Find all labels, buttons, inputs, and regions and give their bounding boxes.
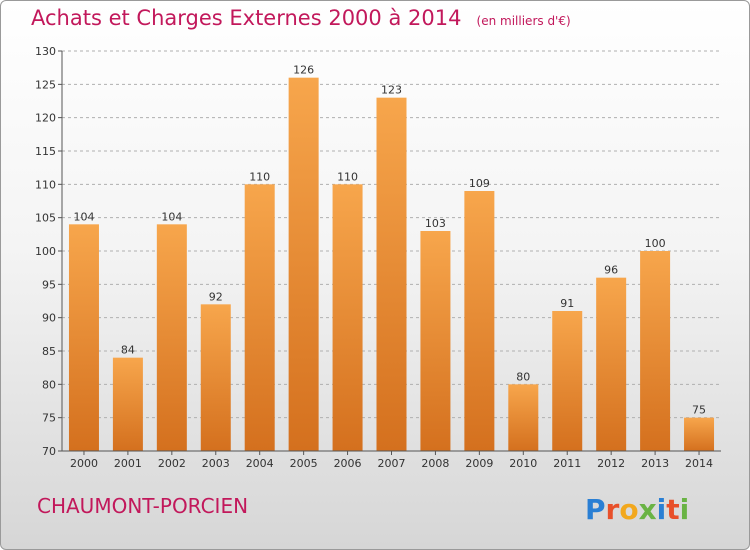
data-label: 123	[381, 84, 402, 97]
data-label: 104	[73, 210, 94, 223]
bar-2002	[156, 224, 187, 451]
bar-2011	[552, 311, 583, 451]
chart-subtitle: (en milliers d'€)	[476, 14, 571, 28]
data-label: 110	[337, 170, 358, 183]
data-label: 84	[121, 344, 135, 357]
x-tick-label: 2002	[158, 457, 186, 470]
data-label: 91	[560, 297, 574, 310]
data-label: 110	[249, 170, 270, 183]
x-tick-label: 2005	[290, 457, 318, 470]
bar-2009	[464, 191, 495, 451]
y-tick-label: 130	[35, 45, 56, 58]
y-tick-label: 110	[35, 178, 56, 191]
y-tick-label: 125	[35, 78, 56, 91]
axes: 70 75 80 85 90 95 100 105 110 115 120 125 130 2000 200…	[35, 45, 721, 470]
proxiti-logo: Proxiti	[585, 493, 689, 526]
bar-2012	[596, 277, 627, 451]
x-tick-label: 2001	[114, 457, 142, 470]
x-tick-label: 2012	[597, 457, 625, 470]
y-tick-label: 115	[35, 145, 56, 158]
data-label: 75	[692, 404, 706, 417]
data-labels: 104 84 104 92 110 126 110 123 103 109 80 91 96 100 75	[73, 64, 706, 417]
y-tick-label: 85	[42, 345, 56, 358]
bar-2007	[376, 97, 407, 452]
data-label: 92	[209, 290, 223, 303]
y-tick-label: 95	[42, 278, 56, 291]
y-tick-label: 120	[35, 112, 56, 125]
chart-title: Achats et Charges Externes 2000 à 2014	[31, 6, 462, 30]
x-tick-label: 2000	[70, 457, 98, 470]
x-tick-label: 2009	[465, 457, 493, 470]
y-tick-label: 90	[42, 312, 56, 325]
data-label: 103	[425, 217, 446, 230]
bar-2005	[288, 77, 319, 452]
data-label: 96	[604, 264, 618, 277]
bar-2004	[244, 184, 275, 452]
bar-2008	[420, 231, 451, 451]
x-tick-label: 2006	[334, 457, 362, 470]
svg-text:Proxiti: Proxiti	[585, 493, 689, 526]
bar-2010	[508, 384, 539, 451]
bar-2001	[112, 357, 143, 451]
y-tick-label: 105	[35, 212, 56, 225]
y-tick-label: 100	[35, 245, 56, 258]
x-tick-label: 2011	[553, 457, 581, 470]
bar-2014	[684, 417, 715, 451]
x-tick-label: 2008	[421, 457, 449, 470]
bar-2006	[332, 184, 363, 452]
x-tick-label: 2007	[378, 457, 406, 470]
data-label: 126	[293, 64, 314, 77]
x-tick-label: 2004	[246, 457, 274, 470]
data-label: 100	[645, 237, 666, 250]
commune-name: CHAUMONT-PORCIEN	[37, 494, 249, 518]
bar-2000	[68, 224, 99, 451]
chart-title-row: Achats et Charges Externes 2000 à 2014 (…	[31, 6, 571, 30]
x-tick-label: 2014	[685, 457, 713, 470]
data-label: 104	[161, 210, 182, 223]
data-label: 109	[469, 177, 490, 190]
bar-2003	[200, 304, 231, 451]
bars	[68, 77, 715, 452]
bar-2013	[640, 251, 671, 451]
y-tick-label: 75	[42, 412, 56, 425]
data-label: 80	[516, 370, 530, 383]
y-tick-label: 80	[42, 378, 56, 391]
x-tick-label: 2013	[641, 457, 669, 470]
x-tick-label: 2003	[202, 457, 230, 470]
x-tick-label: 2010	[509, 457, 537, 470]
y-tick-label: 70	[42, 445, 56, 458]
